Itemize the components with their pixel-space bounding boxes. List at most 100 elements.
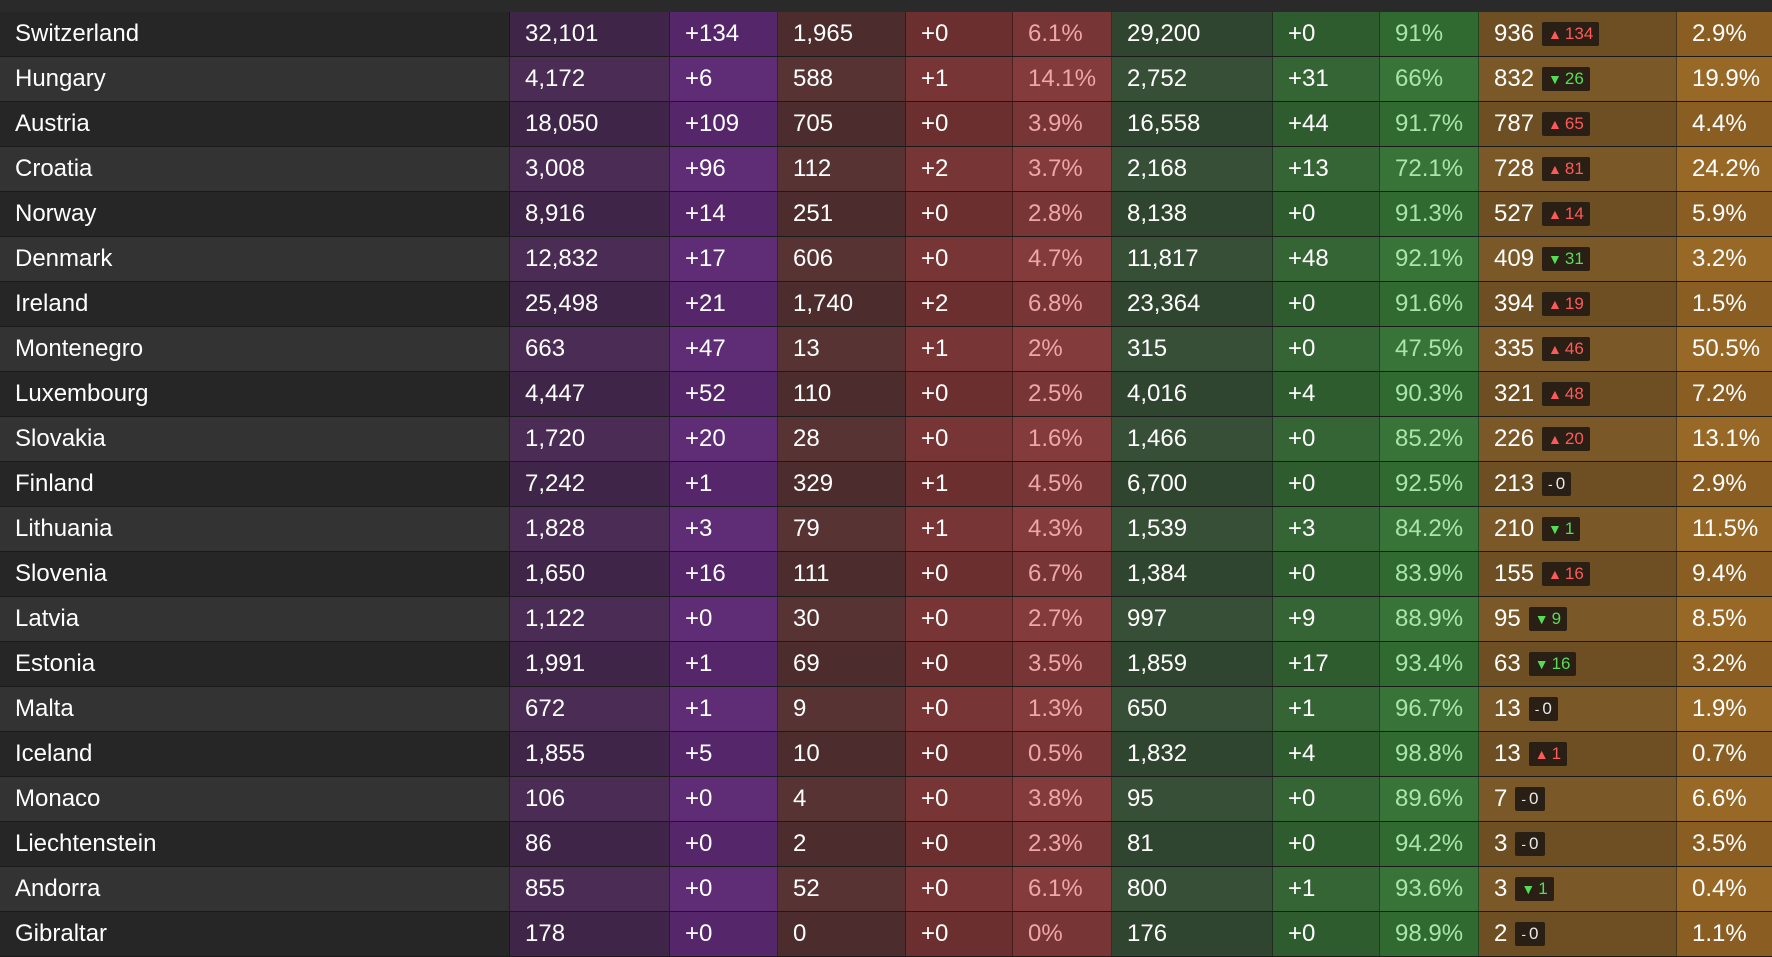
table-row[interactable]: Liechtenstein 86 +0 2 +0 2.3% 81 +0 94.2… bbox=[0, 822, 1772, 867]
country-name[interactable]: Austria bbox=[0, 102, 510, 146]
country-name[interactable]: Switzerland bbox=[0, 12, 510, 56]
trend-badge: ▼ 26 bbox=[1542, 67, 1590, 91]
table-row[interactable]: Latvia 1,122 +0 30 +0 2.7% 997 +9 88.9% … bbox=[0, 597, 1772, 642]
trend-change: 0 bbox=[1529, 789, 1539, 808]
total-cases: 25,498 bbox=[510, 282, 670, 326]
table-row[interactable]: Croatia 3,008 +96 112 +2 3.7% 2,168 +13 … bbox=[0, 147, 1772, 192]
new-cases: +3 bbox=[670, 507, 778, 551]
new-recovered: +4 bbox=[1273, 732, 1380, 776]
trend-change: 19 bbox=[1564, 294, 1584, 313]
total-cases: 106 bbox=[510, 777, 670, 821]
active-value: 95 bbox=[1494, 605, 1521, 632]
total-cases: 1,828 bbox=[510, 507, 670, 551]
country-name[interactable]: Denmark bbox=[0, 237, 510, 281]
country-name[interactable]: Croatia bbox=[0, 147, 510, 191]
new-cases: +21 bbox=[670, 282, 778, 326]
table-row[interactable]: Austria 18,050 +109 705 +0 3.9% 16,558 +… bbox=[0, 102, 1772, 147]
active-percent: 3.2% bbox=[1677, 237, 1772, 281]
country-name[interactable]: Finland bbox=[0, 462, 510, 506]
table-row[interactable]: Slovakia 1,720 +20 28 +0 1.6% 1,466 +0 8… bbox=[0, 417, 1772, 462]
total-deaths: 28 bbox=[778, 417, 906, 461]
total-deaths: 0 bbox=[778, 912, 906, 956]
new-recovered: +0 bbox=[1273, 552, 1380, 596]
country-name[interactable]: Liechtenstein bbox=[0, 822, 510, 866]
table-row[interactable]: Slovenia 1,650 +16 111 +0 6.7% 1,384 +0 … bbox=[0, 552, 1772, 597]
table-row[interactable]: Gibraltar 178 +0 0 +0 0% 176 +0 98.9% 2 … bbox=[0, 912, 1772, 957]
table-row[interactable]: Switzerland 32,101 +134 1,965 +0 6.1% 29… bbox=[0, 12, 1772, 57]
country-name[interactable]: Luxembourg bbox=[0, 372, 510, 416]
total-cases: 4,172 bbox=[510, 57, 670, 101]
trend-badge: - 0 bbox=[1515, 787, 1545, 811]
trend-change: 0 bbox=[1555, 474, 1566, 493]
new-cases: +5 bbox=[670, 732, 778, 776]
country-name[interactable]: Ireland bbox=[0, 282, 510, 326]
table-row[interactable]: Andorra 855 +0 52 +0 6.1% 800 +1 93.6% 3… bbox=[0, 867, 1772, 912]
fatality-rate: 2.8% bbox=[1013, 192, 1112, 236]
trend-badge: ▲ 134 bbox=[1542, 22, 1600, 46]
country-name[interactable]: Latvia bbox=[0, 597, 510, 641]
table-row[interactable]: Finland 7,242 +1 329 +1 4.5% 6,700 +0 92… bbox=[0, 462, 1772, 507]
new-cases: +1 bbox=[670, 462, 778, 506]
active-percent: 2.9% bbox=[1677, 462, 1772, 506]
total-recovered: 29,200 bbox=[1112, 12, 1273, 56]
trend-change: 16 bbox=[1564, 564, 1584, 583]
table-row[interactable]: Luxembourg 4,447 +52 110 +0 2.5% 4,016 +… bbox=[0, 372, 1772, 417]
table-row[interactable]: Lithuania 1,828 +3 79 +1 4.3% 1,539 +3 8… bbox=[0, 507, 1772, 552]
total-deaths: 111 bbox=[778, 552, 906, 596]
active-percent: 1.1% bbox=[1677, 912, 1772, 956]
country-name[interactable]: Iceland bbox=[0, 732, 510, 776]
active-value: 210 bbox=[1494, 515, 1535, 542]
country-name[interactable]: Estonia bbox=[0, 642, 510, 686]
table-row[interactable]: Iceland 1,855 +5 10 +0 0.5% 1,832 +4 98.… bbox=[0, 732, 1772, 777]
trend-badge: - 0 bbox=[1515, 832, 1545, 856]
new-cases: +47 bbox=[670, 327, 778, 371]
recovered-percent: 92.1% bbox=[1380, 237, 1479, 281]
table-row[interactable]: Norway 8,916 +14 251 +0 2.8% 8,138 +0 91… bbox=[0, 192, 1772, 237]
total-deaths: 52 bbox=[778, 867, 906, 911]
fatality-rate: 1.6% bbox=[1013, 417, 1112, 461]
total-deaths: 329 bbox=[778, 462, 906, 506]
country-name[interactable]: Gibraltar bbox=[0, 912, 510, 956]
arrow-down-icon: ▼ bbox=[1521, 881, 1536, 897]
total-deaths: 2 bbox=[778, 822, 906, 866]
arrow-down-icon: ▼ bbox=[1534, 656, 1549, 672]
arrow-up-icon: ▲ bbox=[1534, 746, 1549, 762]
total-deaths: 588 bbox=[778, 57, 906, 101]
total-cases: 178 bbox=[510, 912, 670, 956]
new-recovered: +0 bbox=[1273, 282, 1380, 326]
recovered-percent: 96.7% bbox=[1380, 687, 1479, 731]
total-cases: 1,650 bbox=[510, 552, 670, 596]
country-name[interactable]: Slovakia bbox=[0, 417, 510, 461]
country-name[interactable]: Montenegro bbox=[0, 327, 510, 371]
table-row[interactable]: Denmark 12,832 +17 606 +0 4.7% 11,817 +4… bbox=[0, 237, 1772, 282]
total-deaths: 1,740 bbox=[778, 282, 906, 326]
active-value: 63 bbox=[1494, 650, 1521, 677]
new-cases: +52 bbox=[670, 372, 778, 416]
new-deaths: +2 bbox=[906, 282, 1013, 326]
new-recovered: +0 bbox=[1273, 822, 1380, 866]
table-row[interactable]: Montenegro 663 +47 13 +1 2% 315 +0 47.5%… bbox=[0, 327, 1772, 372]
arrow-up-icon: ▲ bbox=[1548, 296, 1562, 312]
table-row[interactable]: Estonia 1,991 +1 69 +0 3.5% 1,859 +17 93… bbox=[0, 642, 1772, 687]
country-name[interactable]: Slovenia bbox=[0, 552, 510, 596]
active-cases: 95 ▼ 9 bbox=[1479, 597, 1677, 641]
recovered-percent: 85.2% bbox=[1380, 417, 1479, 461]
total-recovered: 1,539 bbox=[1112, 507, 1273, 551]
trend-change: 14 bbox=[1564, 204, 1584, 223]
active-value: 13 bbox=[1494, 695, 1521, 722]
table-row[interactable]: Hungary 4,172 +6 588 +1 14.1% 2,752 +31 … bbox=[0, 57, 1772, 102]
country-name[interactable]: Lithuania bbox=[0, 507, 510, 551]
active-percent: 0.4% bbox=[1677, 867, 1772, 911]
country-name[interactable]: Malta bbox=[0, 687, 510, 731]
country-name[interactable]: Hungary bbox=[0, 57, 510, 101]
table-row[interactable]: Monaco 106 +0 4 +0 3.8% 95 +0 89.6% 7 - … bbox=[0, 777, 1772, 822]
country-name[interactable]: Monaco bbox=[0, 777, 510, 821]
country-name[interactable]: Norway bbox=[0, 192, 510, 236]
country-name[interactable]: Andorra bbox=[0, 867, 510, 911]
trend-change: 1 bbox=[1551, 744, 1562, 763]
table-row[interactable]: Ireland 25,498 +21 1,740 +2 6.8% 23,364 … bbox=[0, 282, 1772, 327]
total-deaths: 1,965 bbox=[778, 12, 906, 56]
active-percent: 6.6% bbox=[1677, 777, 1772, 821]
table-row[interactable]: Malta 672 +1 9 +0 1.3% 650 +1 96.7% 13 -… bbox=[0, 687, 1772, 732]
arrow-up-icon: ▲ bbox=[1548, 161, 1562, 177]
